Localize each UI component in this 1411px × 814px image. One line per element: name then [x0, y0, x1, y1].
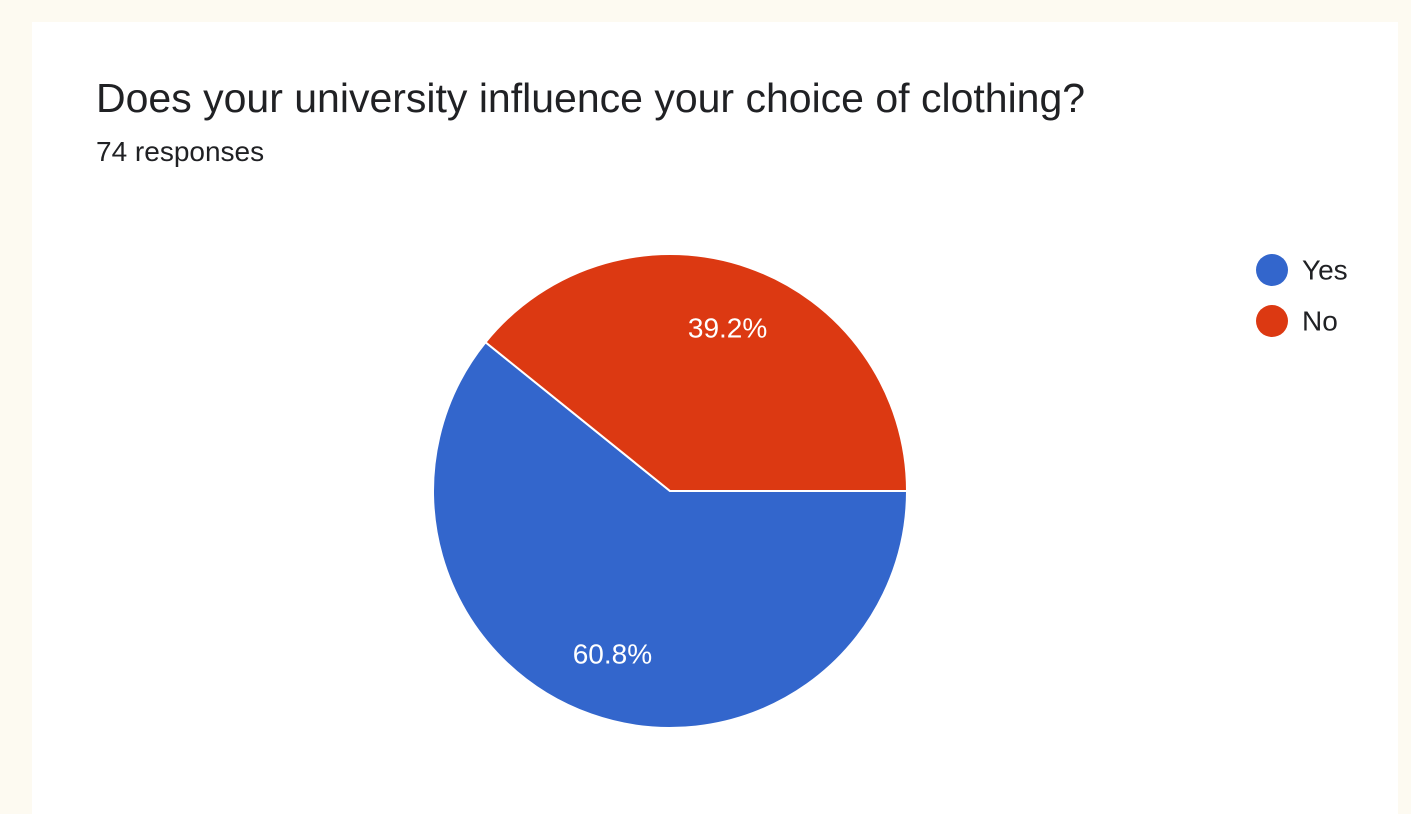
pie-slice-no — [484, 253, 909, 492]
legend-label-no: No — [1302, 306, 1338, 337]
response-count: 74 responses — [96, 136, 265, 167]
chart-card: Does your university influence your choi… — [32, 22, 1398, 814]
pie-chart: 60.8% 39.2% Yes No — [432, 253, 1348, 729]
pie-slice-yes — [432, 340, 909, 729]
pie-slice-labels: 60.8% 39.2% — [573, 312, 768, 669]
legend-marker-no — [1256, 305, 1288, 337]
legend-marker-yes — [1256, 254, 1288, 286]
chart-title: Does your university influence your choi… — [96, 75, 1086, 121]
chart-legend: Yes No — [1256, 254, 1348, 337]
pie-slices — [432, 253, 909, 729]
slice-label-yes: 60.8% — [573, 639, 652, 670]
legend-label-yes: Yes — [1302, 255, 1348, 286]
slice-label-no: 39.2% — [688, 312, 767, 343]
